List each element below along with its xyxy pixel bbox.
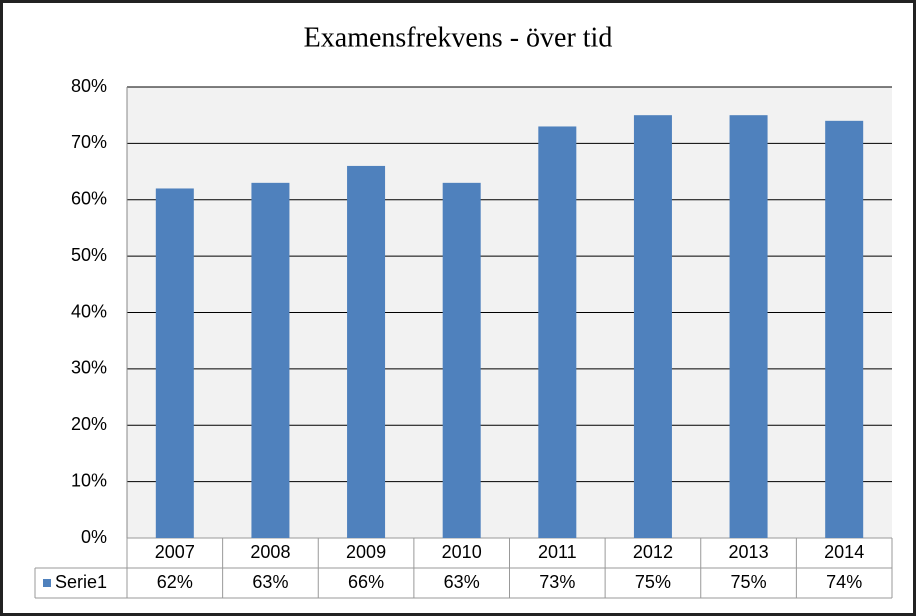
x-tick-label: 2012	[633, 542, 673, 562]
legend-label: Serie1	[55, 572, 107, 592]
x-tick-label: 2013	[729, 542, 769, 562]
bar	[155, 188, 194, 538]
data-label: 75%	[635, 572, 671, 592]
x-tick-label: 2010	[442, 542, 482, 562]
data-label: 62%	[157, 572, 193, 592]
bar	[347, 165, 386, 539]
data-label: 73%	[539, 572, 575, 592]
data-label: 63%	[252, 572, 288, 592]
legend-swatch	[43, 579, 51, 587]
y-tick-label: 70%	[71, 132, 107, 152]
data-label: 66%	[348, 572, 384, 592]
y-tick-label: 60%	[71, 189, 107, 209]
y-tick-label: 80%	[71, 76, 107, 96]
y-tick-label: 30%	[71, 358, 107, 378]
bar	[251, 182, 290, 538]
chart-title: Examensfrekvens - över tid	[304, 22, 613, 53]
bar	[442, 182, 481, 538]
x-tick-label: 2009	[346, 542, 386, 562]
y-tick-label: 10%	[71, 470, 107, 490]
x-tick-label: 2011	[538, 542, 577, 562]
y-tick-label: 20%	[71, 414, 107, 434]
y-tick-label: 40%	[71, 301, 107, 321]
data-label: 75%	[731, 572, 767, 592]
y-tick-label: 0%	[81, 527, 107, 547]
data-label: 74%	[826, 572, 862, 592]
bar	[538, 126, 577, 539]
x-tick-label: 2014	[824, 542, 864, 562]
bar	[729, 115, 768, 538]
bar	[825, 120, 864, 538]
data-label: 63%	[444, 572, 480, 592]
x-tick-label: 2008	[250, 542, 290, 562]
y-tick-label: 50%	[71, 245, 107, 265]
bar	[633, 115, 672, 538]
x-tick-label: 2007	[155, 542, 195, 562]
